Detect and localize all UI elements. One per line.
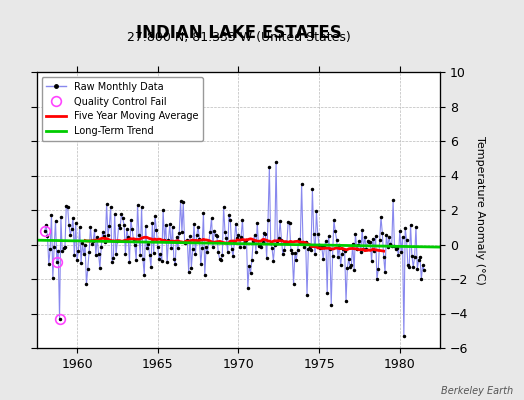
Text: INDIAN LAKE ESTATES: INDIAN LAKE ESTATES bbox=[136, 24, 341, 42]
Title: 27.800 N, 81.333 W (United States): 27.800 N, 81.333 W (United States) bbox=[126, 32, 351, 44]
Y-axis label: Temperature Anomaly (°C): Temperature Anomaly (°C) bbox=[475, 136, 485, 284]
Text: Berkeley Earth: Berkeley Earth bbox=[441, 386, 514, 396]
Legend: Raw Monthly Data, Quality Control Fail, Five Year Moving Average, Long-Term Tren: Raw Monthly Data, Quality Control Fail, … bbox=[41, 77, 203, 141]
